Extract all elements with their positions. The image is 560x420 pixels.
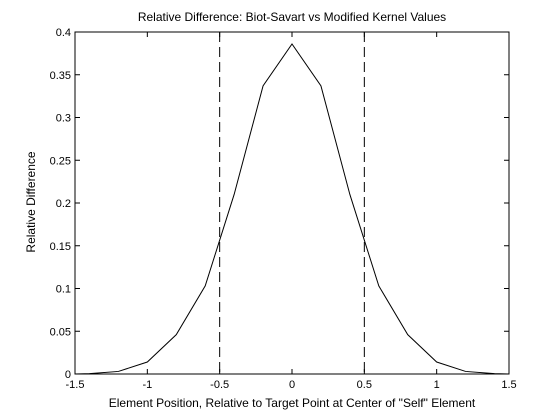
reference-lines <box>219 32 365 374</box>
x-tick-label: -1 <box>142 379 152 391</box>
x-axis-label: Element Position, Relative to Target Poi… <box>109 396 476 410</box>
y-tick-label: 0.35 <box>50 70 71 82</box>
x-tick-label: -1.5 <box>66 379 85 391</box>
x-tick-label: 1 <box>434 379 440 391</box>
y-tick-label: 0.1 <box>56 284 71 296</box>
y-tick-label: 0.15 <box>50 241 71 253</box>
y-tick-label: 0.05 <box>50 326 71 338</box>
x-tick-label: 1.5 <box>501 379 516 391</box>
plot-area <box>74 31 510 375</box>
y-axis-label: Relative Difference <box>24 151 38 252</box>
x-tick-label: 0.5 <box>357 379 372 391</box>
chart-title: Relative Difference: Biot-Savart vs Modi… <box>138 10 446 24</box>
x-tick-label: 0 <box>289 379 295 391</box>
y-tick-label: 0.3 <box>56 113 71 125</box>
y-tick-label: 0.25 <box>50 155 71 167</box>
x-tick-label: -0.5 <box>210 379 229 391</box>
series-line <box>74 43 510 375</box>
y-tick-label: 0.2 <box>56 198 71 210</box>
y-tick-label: 0 <box>65 369 71 381</box>
y-tick-label: 0.4 <box>56 27 71 39</box>
data-series <box>74 43 510 375</box>
